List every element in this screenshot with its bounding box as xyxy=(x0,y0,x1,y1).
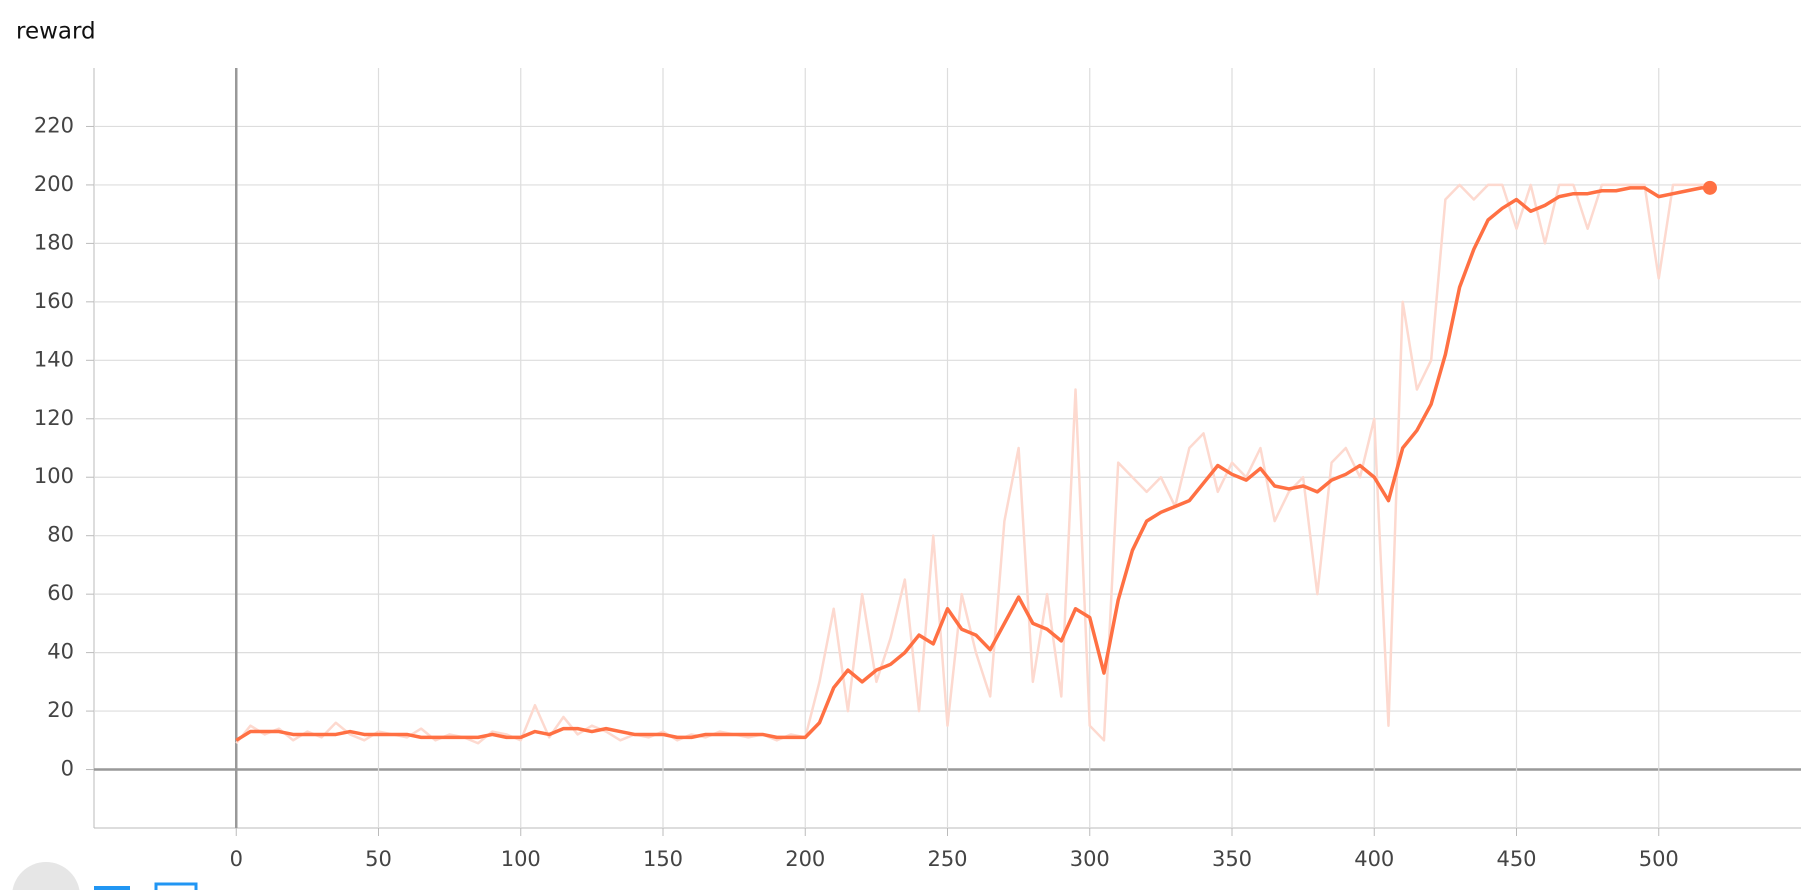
y-tick-label: 140 xyxy=(34,347,74,371)
x-tick-label: 450 xyxy=(1496,847,1536,871)
y-tick-label: 40 xyxy=(47,640,74,664)
y-tick-label: 180 xyxy=(34,230,74,254)
y-tick-label: 220 xyxy=(34,113,74,137)
x-tick-label: 400 xyxy=(1354,847,1394,871)
raw-line xyxy=(235,183,1710,745)
y-tick-label: 20 xyxy=(47,698,74,722)
x-tick-label: 100 xyxy=(501,847,541,871)
log-toggle[interactable] xyxy=(94,886,130,890)
y-tick-label: 60 xyxy=(47,581,74,605)
smoothed-line xyxy=(235,186,1710,742)
x-tick-label: 50 xyxy=(365,847,392,871)
x-tick-label: 200 xyxy=(785,847,825,871)
last-point-dot xyxy=(1702,180,1717,195)
y-tick-label: 160 xyxy=(34,289,74,313)
y-tick-label: 80 xyxy=(47,523,74,547)
y-tick-label: 200 xyxy=(34,172,74,196)
x-tick-label: 150 xyxy=(643,847,683,871)
x-tick-label: 300 xyxy=(1070,847,1110,871)
y-tick-label: 120 xyxy=(34,406,74,430)
x-tick-label: 350 xyxy=(1212,847,1252,871)
x-tick-label: 250 xyxy=(927,847,967,871)
y-tick-label: 0 xyxy=(61,757,74,781)
chart-title: reward xyxy=(16,19,96,45)
y-tick-label: 100 xyxy=(34,464,74,488)
fit-button[interactable] xyxy=(154,882,198,890)
expand-button[interactable] xyxy=(12,862,80,890)
x-tick-label: 500 xyxy=(1639,847,1679,871)
x-tick-label: 0 xyxy=(230,847,243,871)
toolbar xyxy=(12,862,198,890)
